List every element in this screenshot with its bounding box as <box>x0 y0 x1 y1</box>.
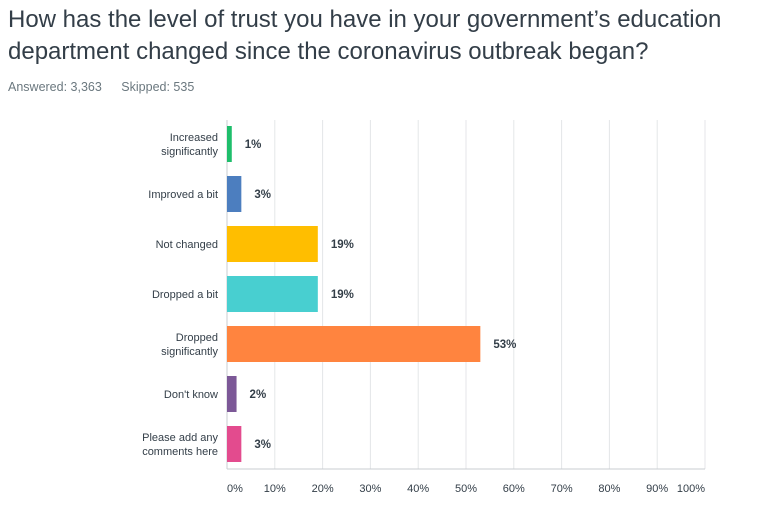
category-label: Increased <box>170 132 218 144</box>
category-label: significantly <box>161 146 218 158</box>
bar <box>227 176 242 212</box>
x-tick-label: 70% <box>551 483 573 495</box>
bar <box>227 326 481 362</box>
data-label: 1% <box>245 139 262 151</box>
bar <box>227 376 237 412</box>
answered-count: Answered: 3,363 <box>8 80 102 94</box>
data-label: 3% <box>254 439 271 451</box>
bar <box>227 276 318 312</box>
data-label: 19% <box>331 289 354 301</box>
category-label: comments here <box>142 446 218 458</box>
category-label: Please add any <box>142 432 218 444</box>
x-tick-label: 10% <box>264 483 286 495</box>
x-tick-label: 30% <box>359 483 381 495</box>
skipped-count: Skipped: 535 <box>121 80 195 94</box>
question-title: How has the level of trust you have in y… <box>8 6 722 65</box>
category-label: Dropped <box>176 332 218 344</box>
bar <box>227 226 318 262</box>
x-tick-label: 60% <box>503 483 525 495</box>
category-label: significantly <box>161 346 218 358</box>
x-tick-label: 80% <box>598 483 620 495</box>
data-label: 3% <box>254 189 271 201</box>
data-label: 2% <box>250 389 267 401</box>
data-label: 19% <box>331 239 354 251</box>
category-label: Don't know <box>164 389 218 401</box>
x-tick-label: 90% <box>646 483 668 495</box>
x-tick-label: 0% <box>227 483 243 495</box>
bar <box>227 126 232 162</box>
category-label: Not changed <box>156 239 218 251</box>
category-label: Dropped a bit <box>152 289 218 301</box>
x-tick-label: 40% <box>407 483 429 495</box>
x-tick-label: 20% <box>312 483 334 495</box>
x-tick-label: 100% <box>677 483 705 495</box>
bar <box>227 426 242 462</box>
response-stats: Answered: 3,363 Skipped: 535 <box>8 80 210 94</box>
category-label: Improved a bit <box>148 189 218 201</box>
x-tick-label: 50% <box>455 483 477 495</box>
data-label: 53% <box>493 339 516 351</box>
